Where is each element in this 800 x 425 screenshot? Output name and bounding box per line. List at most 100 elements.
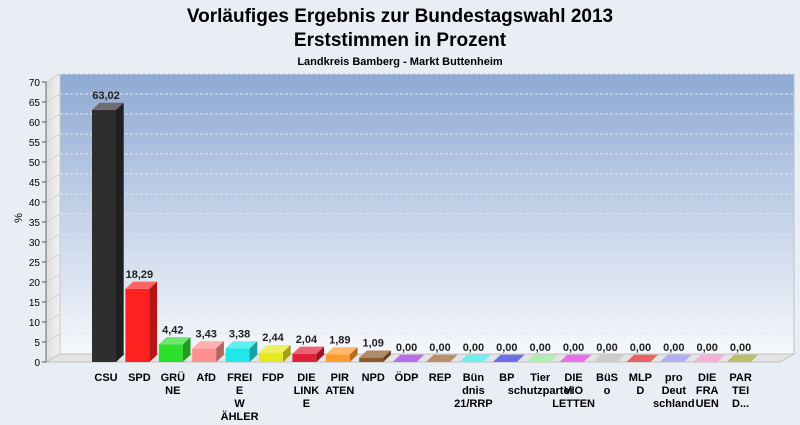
- grid-line-diag: [45, 133, 61, 143]
- bar-front: [158, 344, 183, 362]
- data-label: 2,44: [262, 332, 284, 344]
- data-label: 0,00: [563, 342, 584, 354]
- grid-line-diag: [45, 213, 61, 223]
- y-tick-label: 60: [29, 118, 41, 129]
- x-tick-label: ÖDP: [395, 371, 419, 384]
- bar-side: [283, 345, 291, 362]
- bar: [459, 354, 492, 362]
- y-tick-label: 70: [29, 78, 41, 89]
- y-axis-label: %: [13, 213, 25, 223]
- bar: [292, 346, 325, 362]
- bar-top: [659, 354, 692, 362]
- y-tick-label: 35: [29, 218, 41, 229]
- x-tick-label: DIE LINK E: [294, 372, 320, 410]
- x-tick-label: NPD: [362, 372, 385, 384]
- y-tick-label: 15: [29, 298, 41, 309]
- grid-line-diag: [45, 113, 61, 123]
- x-tick-label: AfD: [196, 372, 216, 384]
- bar-top: [626, 354, 659, 362]
- bar-top: [125, 281, 158, 289]
- bar-top: [526, 354, 558, 362]
- data-label: 18,29: [126, 269, 154, 281]
- data-label: 1,89: [329, 334, 350, 346]
- x-tick-label: SPD: [128, 372, 151, 384]
- chart-caption: Landkreis Bamberg - Markt Buttenheim: [297, 56, 503, 68]
- data-label: 0,00: [529, 342, 550, 354]
- data-label: 0,00: [663, 342, 684, 354]
- bar: [92, 102, 124, 362]
- x-tick-label: pro Deut schland: [653, 372, 695, 410]
- bar: [426, 354, 458, 362]
- y-tick-label: 20: [29, 278, 41, 289]
- data-label: 0,00: [429, 342, 450, 354]
- x-tick-label: GRÜ NE: [161, 371, 186, 397]
- bar-front: [359, 357, 384, 362]
- grid-line-diag: [45, 73, 61, 83]
- data-label: 0,00: [463, 342, 484, 354]
- data-label: 4,42: [162, 324, 183, 336]
- data-label: 3,43: [195, 328, 216, 340]
- grid-line-diag: [45, 253, 61, 263]
- x-tick-label: BP: [499, 372, 514, 384]
- data-label: 0,00: [696, 342, 717, 354]
- bar-top: [559, 354, 592, 362]
- x-tick-label: REP: [429, 372, 452, 384]
- x-tick-label: PAR TEI D...: [729, 372, 751, 410]
- bar-top: [158, 337, 191, 345]
- x-tick-label: DIE FRA UEN: [696, 372, 719, 410]
- bar-top: [726, 354, 759, 362]
- bar: [626, 354, 659, 362]
- bar-side: [316, 346, 325, 362]
- bar: [593, 354, 625, 362]
- y-tick-label: 0: [34, 358, 40, 369]
- bar-top: [325, 347, 358, 355]
- bar-top: [92, 102, 124, 110]
- x-tick-label: FREI E W ÄHLER: [221, 372, 259, 420]
- bar-top: [426, 354, 458, 362]
- x-tick-label: MLP D: [629, 372, 652, 397]
- y-tick-label: 10: [29, 318, 41, 329]
- x-tick-label: Bün dnis 21/RRP: [454, 372, 493, 410]
- chart-title: Vorläufiges Ergebnis zur Bundestagswahl …: [187, 6, 613, 27]
- bar-top: [693, 354, 725, 362]
- grid-line-diag: [45, 233, 61, 243]
- bar: [192, 341, 224, 362]
- grid-line-diag: [45, 293, 61, 303]
- grid-line-diag: [45, 273, 61, 283]
- bar: [526, 354, 558, 362]
- y-tick-label: 30: [29, 238, 41, 249]
- data-label: 2,04: [296, 334, 318, 346]
- y-tick-label: 65: [29, 98, 41, 109]
- data-label: 0,00: [596, 342, 617, 354]
- chart-subtitle: Erststimmen in Prozent: [294, 30, 507, 51]
- data-label: 0,00: [630, 342, 651, 354]
- bar: [726, 354, 759, 362]
- bar-side: [383, 350, 391, 362]
- bar-side: [182, 337, 191, 362]
- bar-top: [492, 354, 525, 362]
- x-tick-label: BüS o: [596, 372, 618, 397]
- bar: [325, 347, 358, 362]
- bar-front: [325, 354, 350, 362]
- bar: [125, 281, 158, 362]
- bar-top: [192, 341, 224, 349]
- bar-side: [249, 341, 258, 362]
- bar-top: [392, 354, 425, 362]
- bar-front: [192, 348, 217, 362]
- bar: [259, 345, 291, 362]
- bar-side: [149, 281, 158, 362]
- bar: [492, 354, 525, 362]
- x-tick-label: FDP: [262, 372, 284, 384]
- y-tick-label: 25: [29, 258, 41, 269]
- bar-front: [292, 353, 317, 362]
- data-label: 3,38: [229, 328, 250, 340]
- bar-side: [349, 347, 358, 362]
- x-tick-label: CSU: [94, 372, 117, 384]
- bar: [158, 337, 191, 362]
- bar: [659, 354, 692, 362]
- bar-side: [216, 341, 224, 362]
- bar-front: [225, 348, 250, 362]
- y-tick-label: 40: [29, 198, 41, 209]
